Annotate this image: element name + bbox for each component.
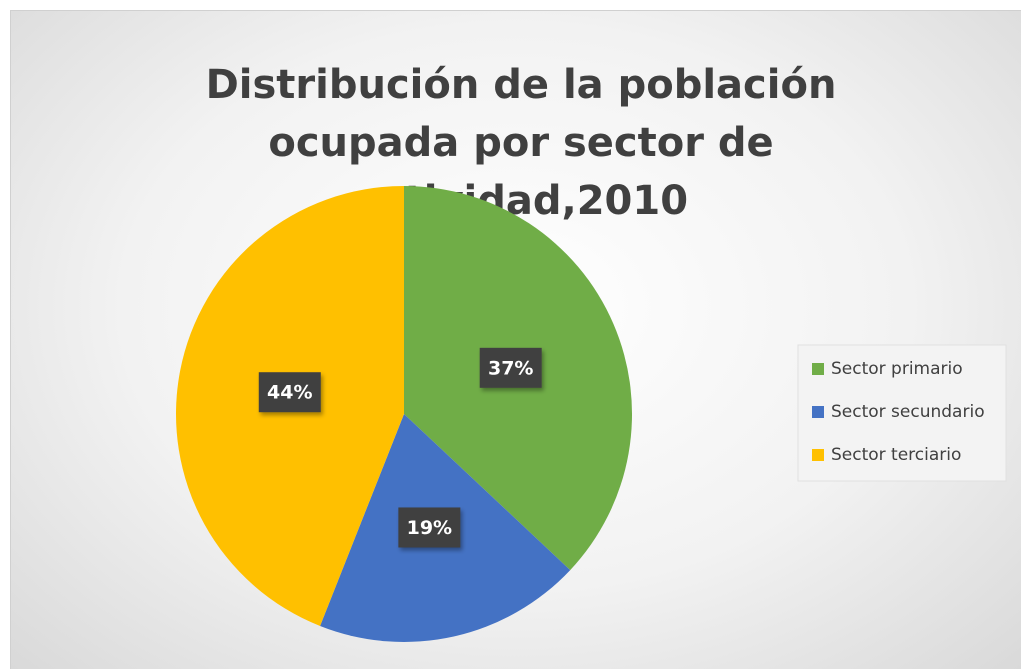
legend-swatch xyxy=(812,406,824,418)
data-label-box xyxy=(479,347,542,388)
data-label: 37% xyxy=(488,357,533,379)
legend-label: Sector secundario xyxy=(831,402,985,422)
legend-box xyxy=(797,344,1007,482)
data-label: 19% xyxy=(407,517,452,539)
data-label-box xyxy=(398,507,461,548)
legend-swatch xyxy=(812,363,824,375)
legend-label: Sector primario xyxy=(831,359,963,379)
data-label: 44% xyxy=(267,382,312,404)
legend-swatch xyxy=(812,449,824,461)
legend-label: Sector terciario xyxy=(831,445,961,465)
data-label-box xyxy=(258,372,321,413)
